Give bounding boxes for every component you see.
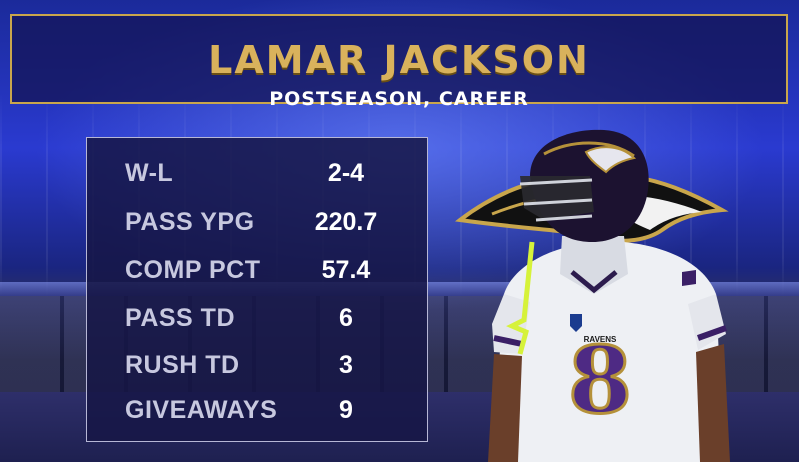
stat-value: 2-4 — [327, 159, 365, 187]
stat-value: 6 — [339, 304, 353, 332]
stat-row: PASS YPG 220.7 — [87, 202, 427, 246]
stat-row: GIVEAWAYS 9 — [87, 390, 427, 434]
stat-label: PASS TD — [125, 304, 235, 332]
jersey-wordmark: RAVENS — [583, 335, 617, 344]
stat-value: 3 — [339, 351, 353, 379]
stat-context: POSTSEASON, CAREER — [269, 88, 529, 110]
stat-label: GIVEAWAYS — [125, 396, 278, 424]
player-figure — [488, 129, 730, 462]
stat-label: COMP PCT — [125, 256, 261, 284]
jersey-number: 8 — [566, 325, 633, 436]
stat-value: 9 — [339, 396, 353, 424]
stat-label: W-L — [125, 159, 174, 187]
stat-row: RUSH TD 3 — [87, 345, 427, 389]
player-name: LAMAR JACKSON — [208, 38, 590, 82]
stat-value: 57.4 — [321, 256, 371, 284]
stat-value: 220.7 — [314, 208, 378, 236]
stat-label: PASS YPG — [125, 208, 255, 236]
stat-row: PASS TD 6 — [87, 298, 427, 342]
stat-row: W-L 2-4 — [87, 153, 427, 197]
stat-label: RUSH TD — [125, 351, 240, 379]
title-banner: LAMAR JACKSON POSTSEASON, CAREER — [10, 14, 788, 110]
stats-panel: W-L 2-4 PASS YPG 220.7 COMP PCT 57.4 PAS… — [86, 137, 428, 442]
stat-row: COMP PCT 57.4 — [87, 250, 427, 294]
